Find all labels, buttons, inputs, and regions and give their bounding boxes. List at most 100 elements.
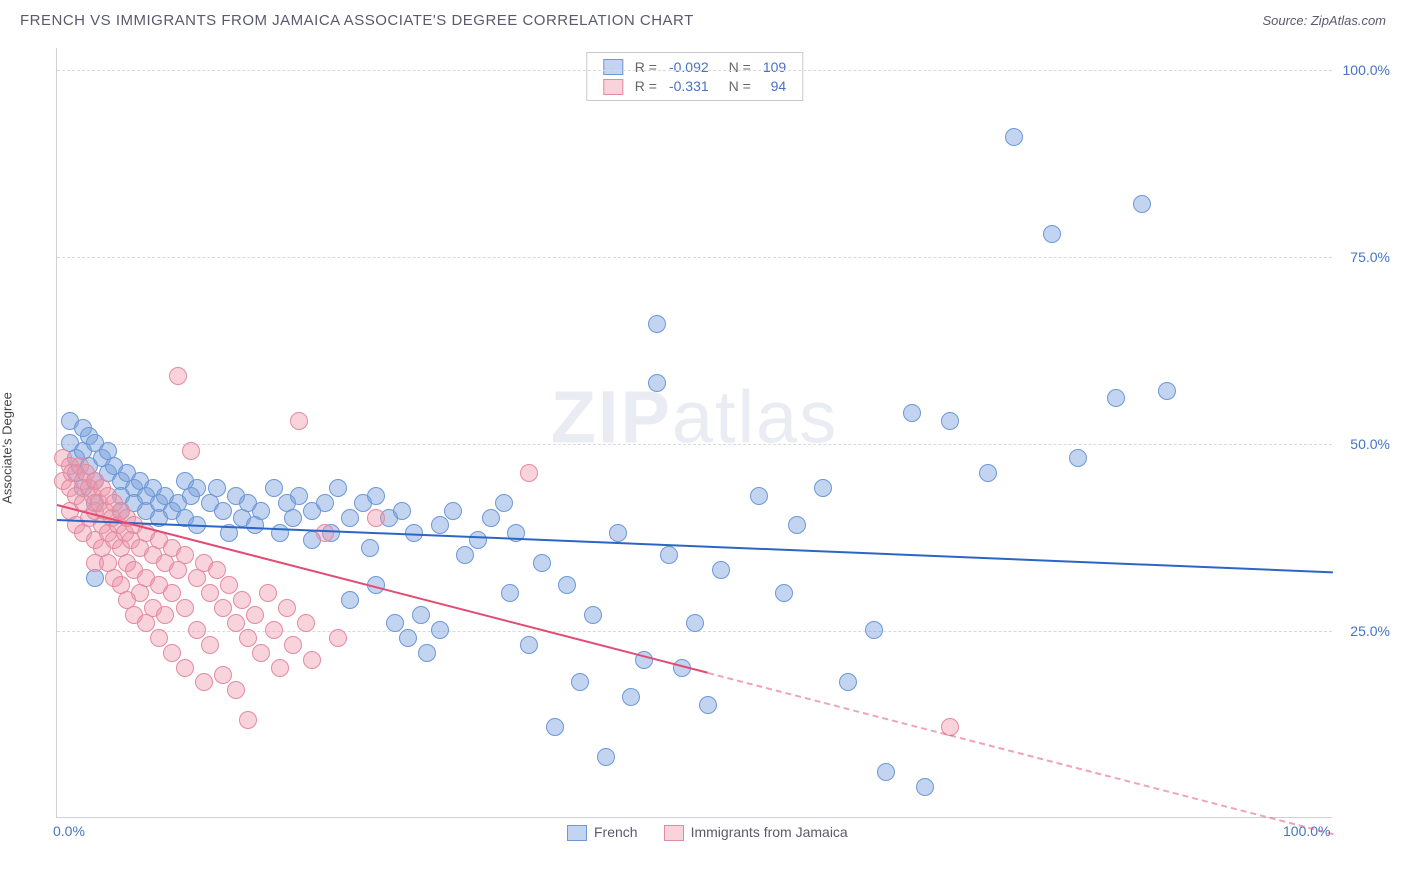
legend-n-prefix: N = [715,57,757,76]
legend-r-prefix: R = [629,57,663,76]
data-point [252,644,270,662]
data-point [699,696,717,714]
data-point [903,404,921,422]
data-point [788,516,806,534]
data-point [367,509,385,527]
data-point [214,599,232,617]
data-point [239,629,257,647]
data-point [259,584,277,602]
data-point [214,502,232,520]
data-point [495,494,513,512]
trend-line [57,519,1333,573]
legend-r-prefix: R = [629,76,663,95]
data-point [290,487,308,505]
data-point [1158,382,1176,400]
data-point [775,584,793,602]
y-axis-label: Associate's Degree [0,392,15,504]
data-point [341,509,359,527]
data-point [622,688,640,706]
data-point [648,374,666,392]
data-point [520,464,538,482]
data-point [329,629,347,647]
data-point [533,554,551,572]
legend-r-value: -0.331 [663,76,715,95]
data-point [316,524,334,542]
legend-row: R =-0.331N =94 [597,76,792,95]
legend-n-value: 94 [757,76,792,95]
data-point [252,502,270,520]
legend-label: French [594,824,638,840]
data-point [1043,225,1061,243]
legend-row: R =-0.092N =109 [597,57,792,76]
legend-swatch [603,59,623,75]
data-point [916,778,934,796]
data-point [233,591,251,609]
legend-n-value: 109 [757,57,792,76]
data-point [208,561,226,579]
data-point [1133,195,1151,213]
data-point [284,636,302,654]
data-point [227,681,245,699]
data-point [660,546,678,564]
gridline [57,257,1332,258]
legend-item: Immigrants from Jamaica [664,824,848,841]
legend-item: French [567,824,638,841]
data-point [412,606,430,624]
data-point [367,487,385,505]
chart-container: Associate's Degree ZIPatlas R =-0.092N =… [46,48,1392,848]
y-tick-label: 75.0% [1350,249,1390,265]
data-point [297,614,315,632]
data-point [750,487,768,505]
data-point [188,621,206,639]
data-point [1005,128,1023,146]
data-point [220,576,238,594]
data-point [393,502,411,520]
data-point [303,651,321,669]
data-point [418,644,436,662]
data-point [1107,389,1125,407]
data-point [176,659,194,677]
data-point [271,659,289,677]
data-point [941,412,959,430]
data-point [469,531,487,549]
data-point [456,546,474,564]
data-point [431,516,449,534]
correlation-legend: R =-0.092N =109R =-0.331N =94 [586,52,803,101]
data-point [182,442,200,460]
data-point [648,315,666,333]
data-point [597,748,615,766]
data-point [686,614,704,632]
y-tick-label: 50.0% [1350,436,1390,452]
data-point [201,636,219,654]
legend-swatch [567,825,587,841]
data-point [284,509,302,527]
data-point [979,464,997,482]
data-point [227,614,245,632]
data-point [169,367,187,385]
data-point [814,479,832,497]
data-point [558,576,576,594]
data-point [316,494,334,512]
data-point [609,524,627,542]
data-point [150,629,168,647]
source-attribution: Source: ZipAtlas.com [1262,13,1386,28]
data-point [361,539,379,557]
data-point [176,599,194,617]
data-point [265,621,283,639]
data-point [584,606,602,624]
data-point [482,509,500,527]
data-point [156,606,174,624]
series-legend: French Immigrants from Jamaica [567,824,848,841]
data-point [444,502,462,520]
data-point [214,666,232,684]
data-point [386,614,404,632]
data-point [271,524,289,542]
data-point [290,412,308,430]
data-point [865,621,883,639]
data-point [501,584,519,602]
chart-title: FRENCH VS IMMIGRANTS FROM JAMAICA ASSOCI… [20,12,694,29]
data-point [188,479,206,497]
trend-line [708,672,1334,835]
y-tick-label: 100.0% [1343,62,1390,78]
gridline [57,444,1332,445]
